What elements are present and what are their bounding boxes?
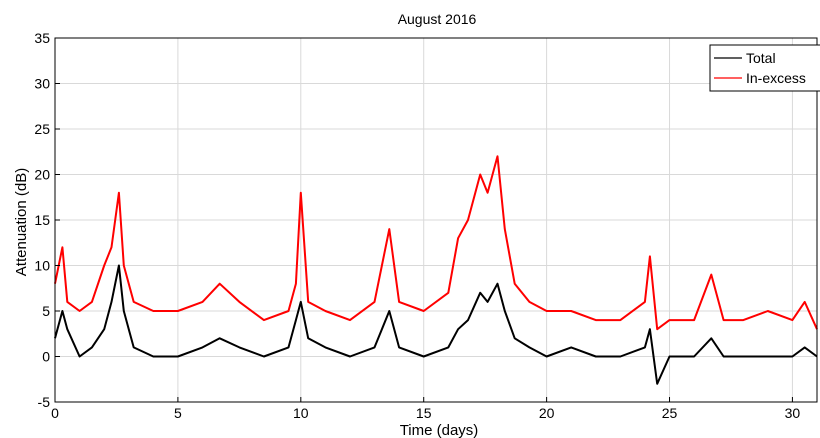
y-tick-label: 0 [42,349,50,365]
legend: Total In-excess [709,44,820,92]
legend-box [709,44,820,92]
y-tick-label: 30 [34,76,50,92]
x-tick-label: 30 [785,405,801,421]
x-tick-label: 15 [416,405,432,421]
x-tick-label: 0 [51,405,59,421]
x-tick-label: 25 [662,405,678,421]
x-tick-label: 10 [293,405,309,421]
legend-label-total: Total [746,50,776,66]
x-axis-title: Time (days) [400,422,479,438]
y-tick-label: 25 [34,121,50,137]
x-tick-label: 20 [539,405,555,421]
chart-title: August 2016 [398,11,477,27]
y-tick-label: 20 [34,167,50,183]
y-tick-label: -5 [38,394,51,410]
y-tick-label: 5 [42,303,50,319]
legend-label-in-excess: In-excess [746,70,806,86]
series-line-total [54,264,818,385]
y-axis-title: Attenuation (dB) [13,168,30,276]
y-tick-label: 10 [34,258,50,274]
x-tick-label: 5 [174,405,182,421]
series-line-in-excess [54,155,818,331]
series-group [54,155,818,385]
y-tick-label: 15 [34,212,50,228]
grid-lines [54,37,817,403]
y-tick-label: 35 [34,30,50,46]
